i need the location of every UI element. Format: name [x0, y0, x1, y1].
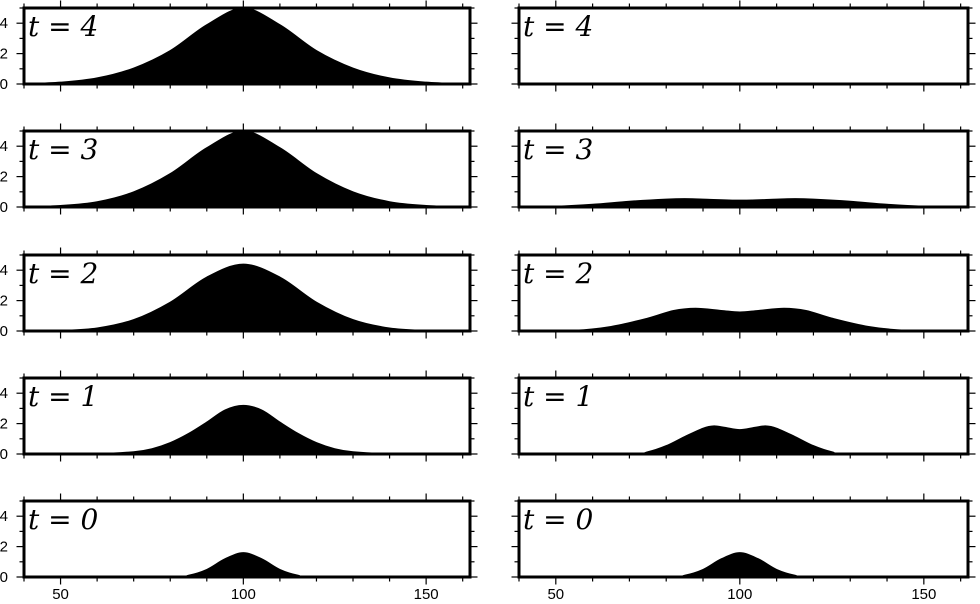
- y-tick-label: 2: [0, 169, 8, 186]
- panel-left-2: 0 2 4 t = 2: [0, 247, 478, 340]
- time-label: t = 1: [28, 380, 98, 413]
- y-tick-label: 2: [0, 293, 8, 310]
- plot-frame: [517, 6, 970, 86]
- area-series: [518, 307, 969, 332]
- plot-frame: [517, 253, 970, 333]
- area-series: [23, 7, 471, 85]
- panel-right-0: t = 4: [511, 0, 976, 92]
- y-tick-label: 0: [0, 569, 8, 586]
- time-label: t = 2: [28, 257, 98, 290]
- plot-frame: [517, 499, 970, 579]
- plot-frame: [22, 499, 472, 579]
- area-series: [518, 198, 969, 208]
- panel-right-2: t = 2: [511, 247, 976, 339]
- time-label: t = 4: [28, 10, 98, 43]
- area-series: [518, 425, 969, 455]
- panel-right-1: t = 3: [511, 123, 976, 215]
- time-label: t = 3: [523, 133, 593, 166]
- x-tick-label: 50: [52, 586, 69, 603]
- y-tick-label: 0: [0, 199, 8, 216]
- y-tick-label: 4: [0, 15, 8, 32]
- x-tick-label: 50: [547, 586, 564, 603]
- area-series: [23, 404, 471, 455]
- y-tick-label: 2: [0, 46, 8, 63]
- area-series: [518, 552, 969, 578]
- x-tick-label: 100: [231, 586, 256, 603]
- y-tick-label: 0: [0, 323, 8, 340]
- panel-left-1: 0 2 4 t = 3: [0, 123, 478, 216]
- y-tick-label: 4: [0, 138, 8, 155]
- time-label: t = 4: [523, 10, 593, 43]
- panel-right-3: t = 1: [511, 370, 976, 462]
- y-tick-label: 0: [0, 76, 8, 93]
- area-series: [23, 130, 471, 208]
- y-tick-label: 2: [0, 539, 8, 556]
- y-tick-label: 0: [0, 446, 8, 463]
- x-tick-label: 100: [727, 586, 752, 603]
- plot-frame: [517, 376, 970, 456]
- x-tick-label: 150: [911, 586, 936, 603]
- area-series: [23, 552, 471, 578]
- plot-frame: [22, 253, 472, 333]
- y-tick-label: 4: [0, 262, 8, 279]
- plot-frame: [22, 129, 472, 209]
- panel-right-4: 50 100 150 t = 0: [511, 493, 976, 603]
- time-label: t = 1: [523, 380, 593, 413]
- y-tick-label: 2: [0, 416, 8, 433]
- y-tick-label: 4: [0, 385, 8, 402]
- time-label: t = 2: [523, 257, 593, 290]
- y-tick-label: 4: [0, 508, 8, 525]
- plot-frame: [22, 376, 472, 456]
- panel-left-4: 0 2 4 50 100 150 t = 0: [0, 493, 478, 603]
- x-tick-label: 150: [414, 586, 439, 603]
- panel-left-3: 0 2 4 t = 1: [0, 370, 478, 463]
- plot-frame: [517, 129, 970, 209]
- plot-frame: [22, 6, 472, 86]
- panel-left-0: 0 2 4 t = 4: [0, 0, 478, 93]
- time-label: t = 3: [28, 133, 98, 166]
- time-label: t = 0: [523, 503, 593, 536]
- time-label: t = 0: [28, 503, 98, 536]
